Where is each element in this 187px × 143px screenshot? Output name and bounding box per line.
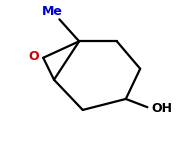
Text: O: O [28, 50, 39, 63]
Text: OH: OH [151, 102, 172, 115]
Text: Me: Me [42, 5, 63, 18]
